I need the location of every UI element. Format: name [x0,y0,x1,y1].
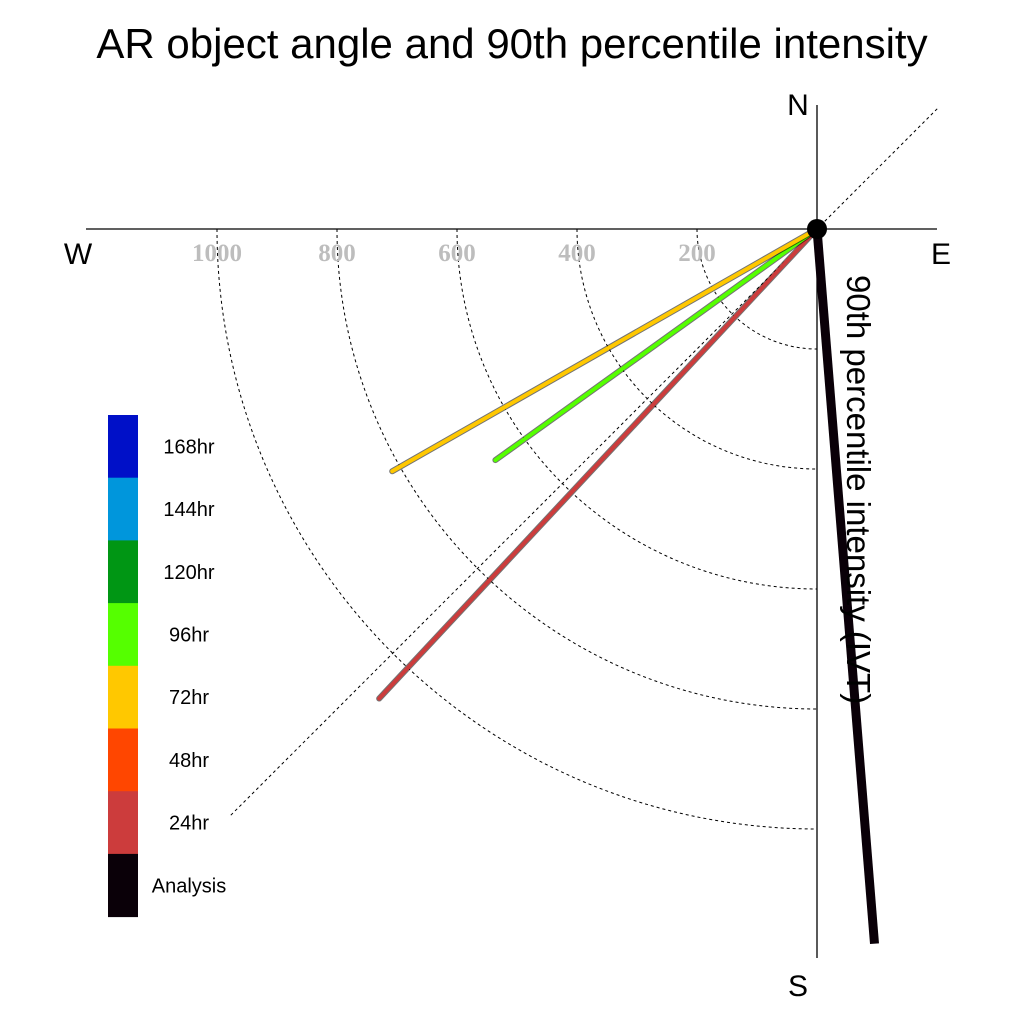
radial-ticks: 200 400 600 800 1000 [192,240,716,267]
grid-arc-200 [696,228,818,350]
legend-label-analysis: Analysis [152,875,226,897]
reference-diagonal [229,108,938,817]
legend-swatch-96hr [108,603,138,667]
legend-label-48hr: 48hr [169,750,209,772]
east-label: E [931,238,951,271]
legend-swatch-analysis [108,853,138,918]
chart-title: AR object angle and 90th percentile inte… [96,20,927,67]
series-line-72hr [390,227,819,474]
origin-marker [807,219,827,239]
legend-label-24hr: 24hr [169,813,209,835]
legend-swatch-120hr [108,540,138,604]
grid [216,108,938,830]
north-label: N [787,89,809,122]
tick-label-1000: 1000 [192,240,242,267]
legend-label-96hr: 96hr [169,624,209,646]
legend-label-168hr: 168hr [163,436,214,458]
legend-label-120hr: 120hr [163,562,214,584]
legend-swatch-24hr [108,791,138,855]
grid-arc-1000 [216,228,818,830]
series-line-analysis [812,228,879,945]
legend-label-144hr: 144hr [163,499,214,521]
south-label: S [788,970,808,1003]
tick-label-400: 400 [558,240,596,267]
legend-swatch-72hr [108,665,138,729]
tick-label-800: 800 [318,240,356,267]
series-line-24hr [377,227,819,701]
y-axis-label: 90th percentile intensity (IVT) [840,275,877,704]
series-lines [376,226,879,945]
legend-label-72hr: 72hr [169,687,209,709]
west-label: W [64,238,93,271]
legend-swatch-48hr [108,728,138,792]
legend-swatch-144hr [108,477,138,541]
legend: 168hr 144hr 120hr 96hr 72hr 48hr 24hr Analysis [108,415,226,918]
series-line-96hr [493,227,819,463]
tick-label-600: 600 [438,240,476,267]
tick-label-200: 200 [678,240,716,267]
legend-swatch-168hr [108,415,138,479]
